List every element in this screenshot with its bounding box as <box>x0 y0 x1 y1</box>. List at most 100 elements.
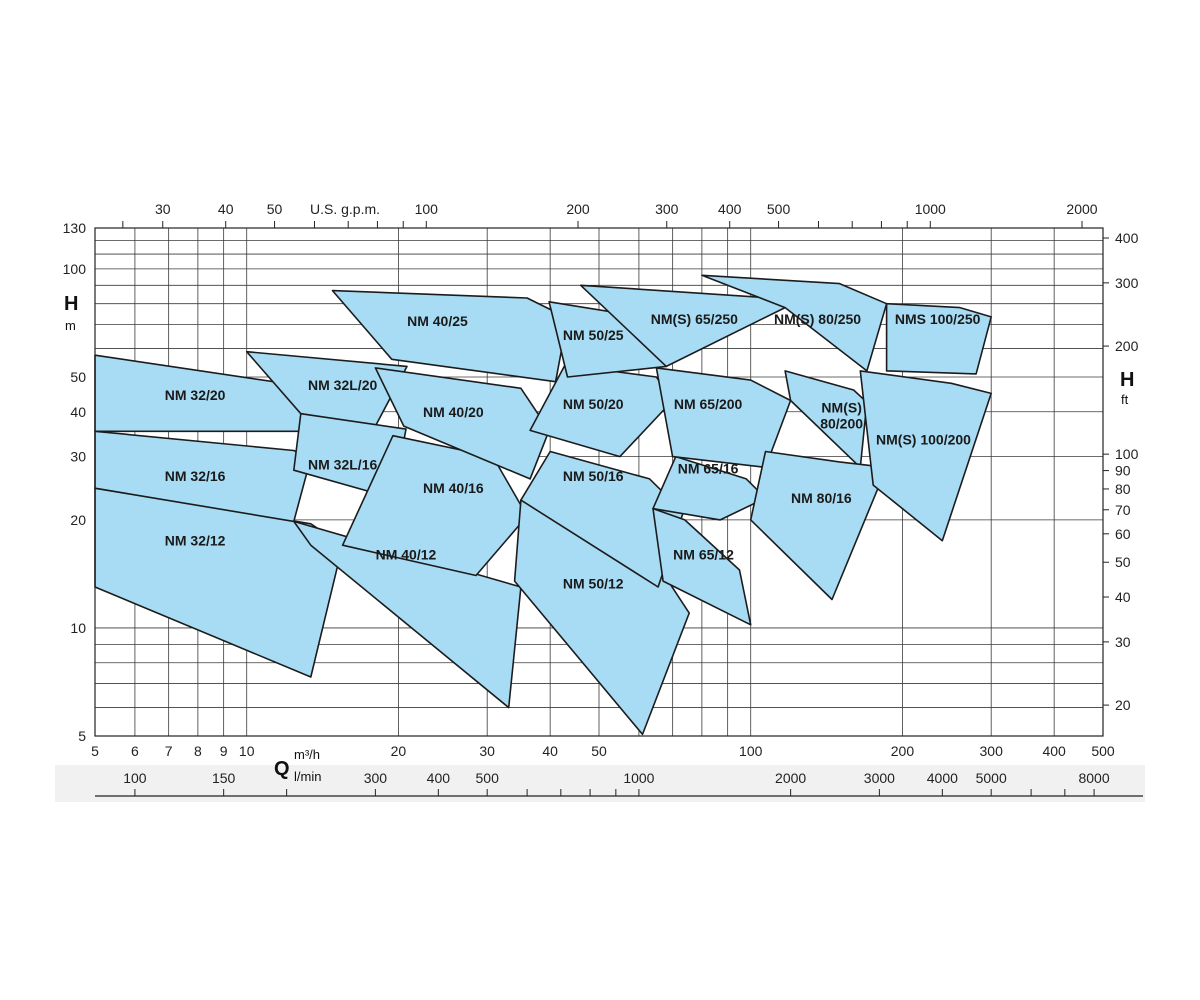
y-right-unit-label: ft <box>1121 392 1129 407</box>
x-bottom2-tick-label: 500 <box>476 770 500 786</box>
x-bottom-tick-label: 30 <box>479 743 495 759</box>
zone-nm-s-80-200 <box>784 370 868 469</box>
x-top-tick-label: 2000 <box>1066 201 1097 217</box>
zone-label-nm-50-20: NM 50/20 <box>563 396 624 412</box>
y-left-tick-label: 5 <box>78 728 86 744</box>
x-bottom2-tick-label: 1000 <box>623 770 654 786</box>
y-left-tick-label: 20 <box>70 512 86 528</box>
zone-label-nm-40-25: NM 40/25 <box>407 313 468 329</box>
zone-label-nm-50-12: NM 50/12 <box>563 575 624 591</box>
x-top-tick-label: 30 <box>155 201 171 217</box>
y-right-tick-label: 80 <box>1115 481 1131 497</box>
x-bottom-tick-label: 300 <box>980 743 1004 759</box>
y-right-tick-label: 60 <box>1115 526 1131 542</box>
x-bottom-tick-label: 400 <box>1042 743 1066 759</box>
x-bottom-tick-label: 40 <box>542 743 558 759</box>
x-bottom2-unit-label: l/min <box>294 769 321 784</box>
zone-label-nm-40-20: NM 40/20 <box>423 404 484 420</box>
y-right-tick-label: 200 <box>1115 338 1139 354</box>
x-bottom-tick-label: 8 <box>194 743 202 759</box>
x-top-unit-label: U.S. g.p.m. <box>310 201 380 217</box>
y-right-tick-label: 50 <box>1115 554 1131 570</box>
x-bottom-tick-label: 5 <box>91 743 99 759</box>
y-left-tick-label: 130 <box>63 220 87 236</box>
y-left-axis-label: H <box>64 293 78 315</box>
zone-label-nm-32l-16: NM 32L/16 <box>308 457 377 473</box>
x-top-tick-label: 300 <box>655 201 679 217</box>
x-bottom2-tick-label: 5000 <box>976 770 1007 786</box>
zone-label-nm-40-16: NM 40/16 <box>423 480 484 496</box>
axis-ticks: 5102030405010013020304050607080901002003… <box>63 201 1143 797</box>
x-bottom-tick-label: 100 <box>739 743 763 759</box>
y-right-tick-label: 30 <box>1115 634 1131 650</box>
y-left-tick-label: 10 <box>70 620 86 636</box>
zone-label-nm-s-65-250: NM(S) 65/250 <box>651 311 738 327</box>
y-right-tick-label: 100 <box>1115 446 1139 462</box>
zone-nm-32-12 <box>94 487 344 678</box>
y-left-unit-label: m <box>65 318 76 333</box>
x-bottom-tick-label: 20 <box>391 743 407 759</box>
zone-nm-65-12 <box>652 507 752 626</box>
zone-label-nm-s-100-200: NM(S) 100/200 <box>876 431 971 447</box>
zone-nm-65-16 <box>652 455 767 521</box>
zone-label-nm-65-200: NM 65/200 <box>674 396 743 412</box>
zone-label-nm-40-12: NM 40/12 <box>376 547 437 563</box>
x-bottom2-tick-label: 300 <box>364 770 388 786</box>
x-bottom2-tick-label: 2000 <box>775 770 806 786</box>
y-right-tick-label: 70 <box>1115 502 1131 518</box>
y-right-tick-label: 40 <box>1115 589 1131 605</box>
x-bottom-tick-label: 50 <box>591 743 607 759</box>
y-left-tick-label: 40 <box>70 404 86 420</box>
x-top-tick-label: 40 <box>218 201 234 217</box>
x-top-tick-label: 400 <box>718 201 742 217</box>
x-top-tick-label: 500 <box>767 201 791 217</box>
zone-label-nm-50-16: NM 50/16 <box>563 468 624 484</box>
x-bottom-tick-label: 7 <box>165 743 173 759</box>
x-bottom2-tick-label: 8000 <box>1078 770 1109 786</box>
zone-label-nm-65-12: NM 65/12 <box>673 547 734 563</box>
zone-label-nm-65-16: NM 65/16 <box>678 461 739 477</box>
zone-label-nm-32-20: NM 32/20 <box>165 387 226 403</box>
x-bottom2-tick-label: 100 <box>123 770 147 786</box>
x-bottom-unit-label: m³/h <box>294 747 320 762</box>
y-right-tick-label: 300 <box>1115 275 1139 291</box>
x-top-tick-label: 200 <box>566 201 590 217</box>
x-top-tick-label: 100 <box>415 201 439 217</box>
x-bottom-tick-label: 200 <box>891 743 915 759</box>
zone-nm-50-20 <box>529 364 674 458</box>
x-bottom-axis-label: Q <box>274 758 290 780</box>
zone-nm-s-100-200 <box>859 370 992 542</box>
zone-label-nm-50-25: NM 50/25 <box>563 327 624 343</box>
x-top-tick-label: 50 <box>267 201 283 217</box>
x-bottom2-tick-label: 4000 <box>927 770 958 786</box>
x-bottom2-tick-label: 400 <box>427 770 451 786</box>
y-left-tick-label: 50 <box>70 369 86 385</box>
zone-label-nm-s-80-250: NM(S) 80/250 <box>774 311 861 327</box>
zone-nm-s-80-250 <box>701 274 888 372</box>
zone-label-nm-s-80-200: NM(S) 80/200 <box>820 400 863 432</box>
y-left-tick-label: 30 <box>70 449 86 465</box>
x-bottom2-tick-label: 150 <box>212 770 236 786</box>
y-right-tick-label: 90 <box>1115 463 1131 479</box>
plot-frame <box>94 227 1104 737</box>
zone-label-nm-80-16: NM 80/16 <box>791 490 852 506</box>
pump-zones: NM 32/12 NM 32/16 NM 32/20 NM 32L/20 NM 32L/… <box>94 274 992 736</box>
zone-label-nms-100-250: NMS 100/250 <box>895 311 981 327</box>
zone-label-nm-32-12: NM 32/12 <box>165 533 226 549</box>
x-bottom2-tick-label: 3000 <box>864 770 895 786</box>
zone-nms-100-250 <box>885 302 992 375</box>
y-right-tick-label: 20 <box>1115 697 1131 713</box>
x-bottom-tick-label: 10 <box>239 743 255 759</box>
y-right-axis-label: H <box>1120 369 1134 391</box>
y-right-tick-label: 400 <box>1115 230 1139 246</box>
x-bottom-tick-label: 500 <box>1091 743 1115 759</box>
zone-label-nm-32-16: NM 32/16 <box>165 468 226 484</box>
zone-nm-40-20 <box>374 367 550 480</box>
x-bottom-tick-label: 9 <box>220 743 228 759</box>
x-top-tick-label: 1000 <box>915 201 946 217</box>
zone-nm-65-200 <box>655 367 792 469</box>
zone-label-nm-32l-20: NM 32L/20 <box>308 377 377 393</box>
x-bottom-tick-label: 6 <box>131 743 139 759</box>
zone-nm-80-16 <box>749 450 888 601</box>
